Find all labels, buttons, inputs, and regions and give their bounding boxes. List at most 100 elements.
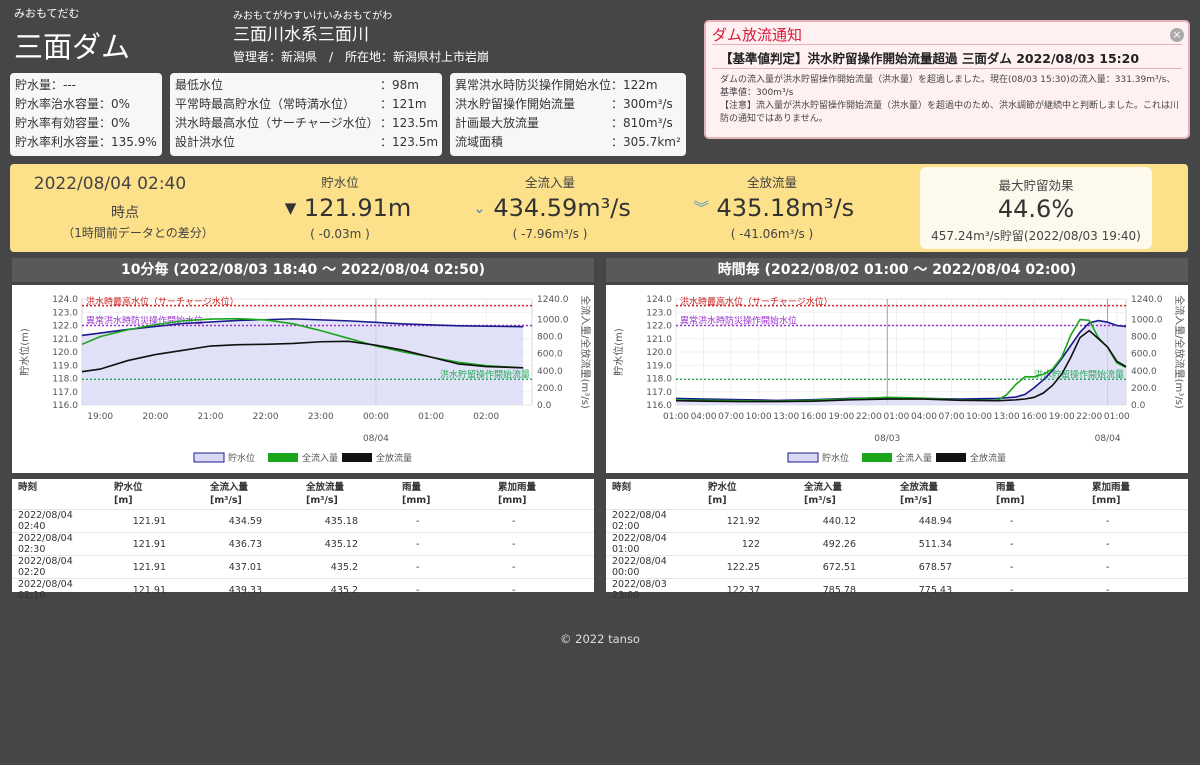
inflow-label: 全流入量 xyxy=(524,175,575,190)
level-row: 洪水時最高水位（サーチャージ水位） ：123.5m xyxy=(175,116,439,130)
y-tick-label: 121.0 xyxy=(646,335,672,345)
level-area xyxy=(676,320,1126,405)
flood-info-box: 異常洪水時防災操作開始水位 ：122m 洪水貯留操作開始流量 ：300m³/s 計画… xyxy=(450,73,686,156)
th-time: 時刻 xyxy=(612,482,632,493)
flood-row: 計画最大放流量 ：810m³/s xyxy=(455,116,673,130)
outflow-line xyxy=(675,329,1127,403)
chart-10min-svg: 124.0 123.0 122.0 121.0 120.0 119.0 118.0 117.0… xyxy=(18,295,592,464)
storage-row: 貯水率利水容量：135.9% xyxy=(15,135,157,149)
dam-name-ruby: みおもてだむ xyxy=(14,7,80,20)
notice-divider xyxy=(712,68,1182,69)
storage-row: 貯水量：--- xyxy=(15,78,76,92)
y-tick-label: 123.0 xyxy=(52,308,78,318)
level-row: 平常時最高貯水位（常時満水位） ：121m xyxy=(175,97,427,111)
legend-label-outflow: 全放流量 xyxy=(376,452,412,464)
data-table-hourly: 時刻 貯水位 [m] 全流入量 [m³/s] 全放流量 [m³/s] 雨量 [mm] 累… xyxy=(606,479,1188,601)
th-rain: 雨量 [mm] xyxy=(996,482,1025,506)
y-tick-label: 117.0 xyxy=(646,388,672,398)
y-tick-label: 116.0 xyxy=(646,401,672,411)
y2-tick-label: 1240.0 xyxy=(1131,295,1163,305)
chart-hourly: 124.0 123.0 122.0 121.0 120.0 119.0 118.0 117.0… xyxy=(606,285,1188,473)
table-row: 2022/08/04 02:30 121.91 436.73 435.12- - xyxy=(12,532,594,556)
legend-swatch-outflow xyxy=(342,453,372,462)
flood-row: 流域面積 ：305.7km² xyxy=(455,135,681,149)
x-tick-label: 01:00 xyxy=(1104,412,1130,422)
storage-row: 貯水率有効容量：0% xyxy=(15,116,131,130)
x-tick-label: 20:00 xyxy=(142,412,168,422)
release-notice: ダム放流通知 × 【基準値判定】洪水貯留操作開始流量超過 三面ダム 2022/0… xyxy=(704,20,1190,139)
th-rain: 雨量 [mm] xyxy=(402,482,431,506)
outflow-value: ︾ 435.18m³/s xyxy=(684,194,864,222)
y-tick-label: 117.0 xyxy=(52,388,78,398)
surcharge-label: 洪水時最高水位（サーチャージ水位） xyxy=(680,296,833,308)
th-rain-total: 累加雨量 [mm] xyxy=(498,482,537,506)
outflow-value-text: 435.18m³/s xyxy=(716,194,855,222)
x-tick-label: 19:00 xyxy=(828,412,854,422)
inflow-value: ⌄ 434.59m³/s xyxy=(462,194,642,222)
table-row: 2022/08/04 00:00 122.25 672.51 678.57- - xyxy=(606,555,1188,579)
river-name: 三面川水系三面川 xyxy=(233,25,369,45)
outflow-label: 全放流量 xyxy=(746,175,797,190)
legend-label-outflow: 全放流量 xyxy=(970,452,1006,464)
level-value-text: 121.91m xyxy=(303,194,412,222)
y2-tick-label: 400.0 xyxy=(537,367,563,377)
x-tick-label: 07:00 xyxy=(939,412,965,422)
y-tick-label: 118.0 xyxy=(52,375,78,385)
data-table-10min: 時刻 貯水位 [m] 全流入量 [m³/s] 全放流量 [m³/s] 雨量 [mm] 累… xyxy=(12,479,594,601)
y2-tick-label: 200.0 xyxy=(1131,384,1157,394)
x-tick-label: 07:00 xyxy=(718,412,744,422)
summary-datetime: 2022/08/04 02:40 xyxy=(33,174,187,194)
double-chevron-down-icon: ︾ xyxy=(693,199,709,217)
th-time: 時刻 xyxy=(18,482,38,493)
y2-tick-label: 0.0 xyxy=(1131,401,1146,411)
x-tick-label: 13:00 xyxy=(773,412,799,422)
y2-tick-label: 200.0 xyxy=(537,384,563,394)
x-tick-label: 16:00 xyxy=(801,412,827,422)
y2-tick-label: 0.0 xyxy=(537,401,552,411)
admin-location: 管理者：新潟県 / 所在地：新潟県村上市岩崩 xyxy=(233,50,490,64)
x-tick-label: 04:00 xyxy=(911,412,937,422)
date-label: 08/04 xyxy=(1095,434,1121,444)
summary-diff-note: （1時間前データとの差分） xyxy=(62,226,214,240)
x-tick-label: 10:00 xyxy=(746,412,772,422)
th-outflow: 全放流量 [m³/s] xyxy=(306,482,345,506)
chart-hourly-svg: 124.0 123.0 122.0 121.0 120.0 119.0 118.0 117.0… xyxy=(612,295,1186,464)
y2-tick-label: 800.0 xyxy=(537,333,563,343)
x-tick-label: 00:00 xyxy=(363,412,389,422)
surcharge-label: 洪水時最高水位（サーチャージ水位） xyxy=(86,296,239,308)
effect-label: 最大貯留効果 xyxy=(998,178,1074,193)
chart-10min: 124.0 123.0 122.0 121.0 120.0 119.0 118.0 117.0… xyxy=(12,285,594,473)
effect-value: 44.6% xyxy=(997,195,1075,223)
y-tick-label: 122.0 xyxy=(52,322,78,332)
legend-label-level: 貯水位 xyxy=(228,452,255,464)
y-tick-label: 120.0 xyxy=(52,348,78,358)
legend-swatch-level xyxy=(193,452,225,463)
table-row: 2022/08/04 02:40 121.91 434.59 435.18- - xyxy=(12,509,594,533)
close-icon[interactable]: × xyxy=(1170,28,1184,42)
table-row: 2022/08/04 02:00 121.92 440.12 448.94- - xyxy=(606,509,1188,533)
x-tick-label: 22:00 xyxy=(856,412,882,422)
y2-tick-label: 800.0 xyxy=(1131,333,1157,343)
y-axis-title: 貯水位(m) xyxy=(612,328,625,376)
y-tick-label: 123.0 xyxy=(646,308,672,318)
summary-banner: 2022/08/04 02:40 時点 （1時間前データとの差分） 貯水位 ▼ … xyxy=(10,164,1188,252)
y-tick-label: 119.0 xyxy=(646,361,672,371)
y2-axis-title: 全流入量/全放流量(m³/s) xyxy=(1173,295,1186,409)
x-tick-label: 02:00 xyxy=(473,412,499,422)
legend-label-level: 貯水位 xyxy=(822,452,849,464)
level-label: 貯水位 xyxy=(321,175,359,190)
th-outflow: 全放流量 [m³/s] xyxy=(900,482,939,506)
y-tick-label: 119.0 xyxy=(52,361,78,371)
dam-name: 三面ダム xyxy=(14,30,131,64)
x-tick-label: 04:00 xyxy=(691,412,717,422)
y-tick-label: 124.0 xyxy=(646,295,672,305)
x-tick-label: 22:00 xyxy=(1076,412,1102,422)
level-line xyxy=(81,318,524,337)
table-row: 2022/08/04 01:00 122 492.26 511.34- - xyxy=(606,532,1188,556)
y2-tick-label: 1000.0 xyxy=(537,316,569,326)
x-tick-label: 01:00 xyxy=(883,412,909,422)
y2-tick-label: 600.0 xyxy=(537,350,563,360)
date-label: 08/04 xyxy=(363,434,389,444)
table-hourly: 時刻 貯水位 [m] 全流入量 [m³/s] 全放流量 [m³/s] 雨量 [mm] 累… xyxy=(606,479,1188,601)
y-tick-label: 118.0 xyxy=(646,375,672,385)
